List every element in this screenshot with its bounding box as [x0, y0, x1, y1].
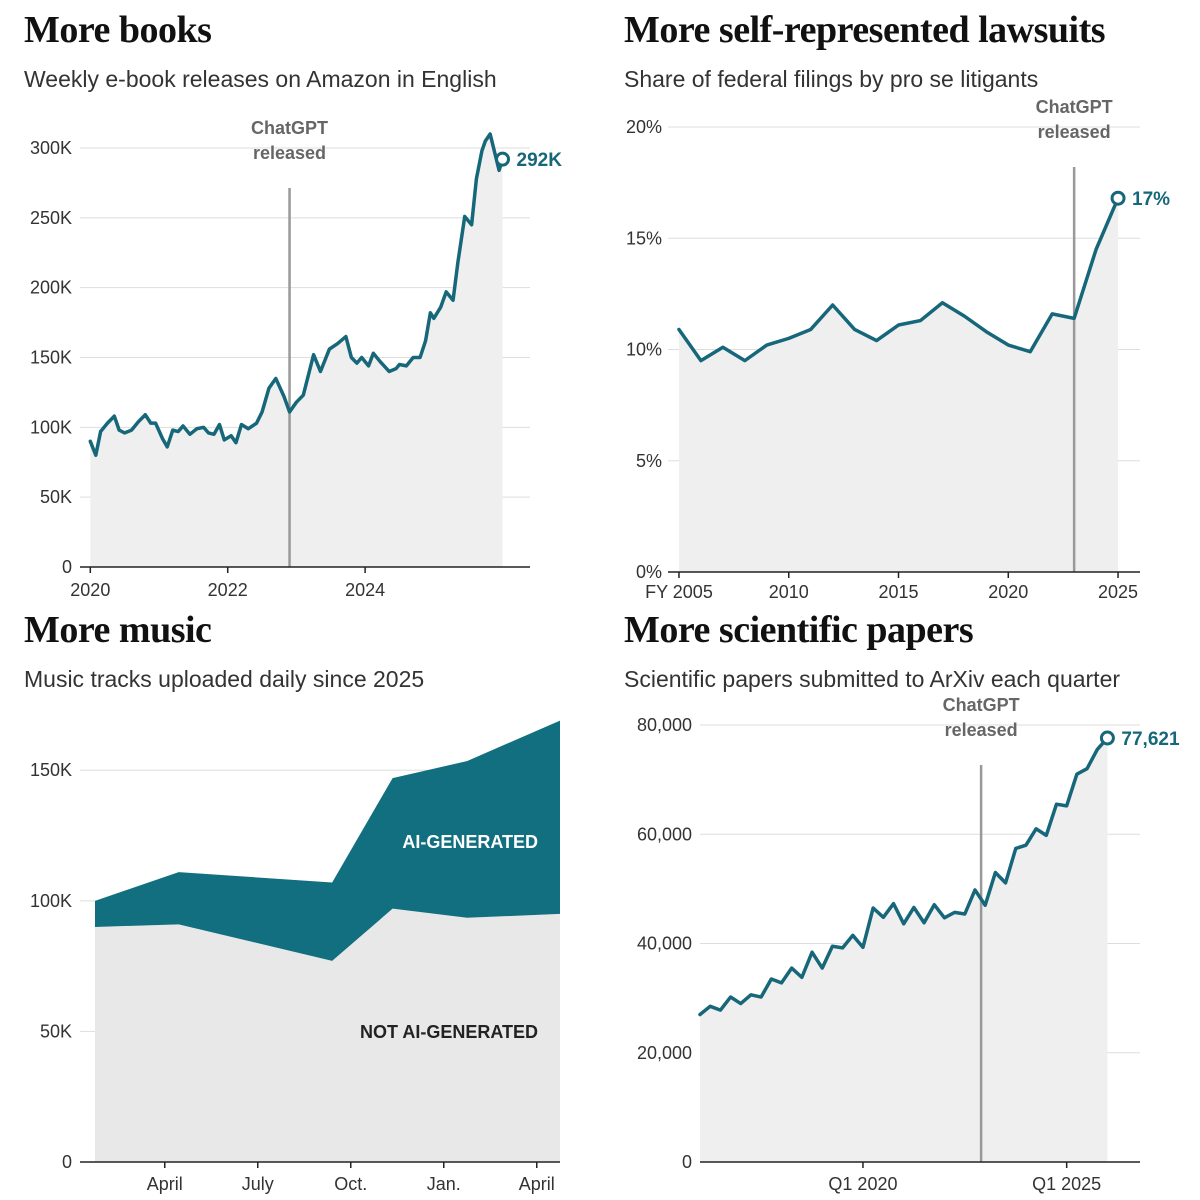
end-value-label: 17% [1132, 189, 1170, 210]
x-tick-label: FY 2005 [645, 582, 713, 600]
end-value-label: 292K [517, 150, 563, 171]
end-point-marker [495, 151, 511, 167]
chatgpt-annotation-text: released [945, 720, 1018, 740]
y-tick-label: 150K [30, 760, 72, 780]
music-title: More music [24, 609, 212, 651]
x-tick-label: 2015 [878, 582, 918, 600]
series-line [677, 196, 1120, 363]
books-panel: More books Weekly e-book releases on Ama… [0, 0, 600, 600]
x-tick-label: 2024 [345, 580, 385, 600]
series-area [678, 198, 1119, 572]
y-tick-label: 300K [30, 138, 72, 158]
x-tick-label: 2020 [70, 580, 110, 600]
x-tick-label: Q1 2025 [1032, 1174, 1101, 1194]
x-tick-label: April [519, 1174, 555, 1194]
chatgpt-annotation-text: ChatGPT [251, 118, 328, 138]
y-tick-label: 20% [626, 117, 662, 137]
end-value-label: 77,621 [1121, 729, 1180, 750]
x-tick-label: Jan. [427, 1174, 461, 1194]
ai-area [95, 720, 560, 961]
music-panel: More music Music tracks uploaded daily s… [0, 600, 600, 1200]
y-tick-label: 20,000 [637, 1043, 692, 1063]
x-tick-label: April [147, 1174, 183, 1194]
x-tick-label: 2010 [769, 582, 809, 600]
y-tick-label: 80,000 [637, 715, 692, 735]
chatgpt-annotation-text: released [1038, 122, 1111, 142]
x-tick-label: July [242, 1174, 274, 1194]
lawsuits-chart: 0% 5% 10% 15% 20% ChatGPT released 17% FY 2005 20… [626, 97, 1170, 600]
y-tick-label: 250K [30, 208, 72, 228]
ai-generated-label: AI-GENERATED [402, 832, 538, 852]
books-subtitle: Weekly e-book releases on Amazon in Engl… [24, 66, 497, 92]
chatgpt-annotation-text: released [253, 143, 326, 163]
chatgpt-annotation-text: ChatGPT [1036, 97, 1113, 117]
y-tick-label: 60,000 [637, 824, 692, 844]
series-area [700, 737, 1108, 1162]
y-tick-label: 150K [30, 348, 72, 368]
x-tick-label: 2025 [1098, 582, 1138, 600]
not-ai-area [95, 908, 560, 1162]
x-tick-label: Oct. [334, 1174, 367, 1194]
y-tick-label: 50K [40, 1021, 72, 1041]
y-tick-label: 100K [30, 891, 72, 911]
y-tick-label: 0 [682, 1152, 692, 1172]
y-tick-label: 100K [30, 417, 72, 437]
y-tick-label: 0% [636, 562, 662, 582]
y-tick-label: 40,000 [637, 934, 692, 954]
x-tick-label: 2022 [208, 580, 248, 600]
x-tick-label: 2020 [988, 582, 1028, 600]
music-chart: 0 50K 100K 150K AI-GENERATED NOT AI-GENERATED… [30, 720, 560, 1194]
books-chart: 0 50K 100K 150K 200K 250K 300K ChatGPT released 2… [30, 118, 563, 600]
y-tick-label: 15% [626, 228, 662, 248]
series-line [698, 736, 1110, 1017]
y-tick-label: 50K [40, 487, 72, 507]
papers-chart: 0 20,000 40,000 60,000 80,000 ChatGPT released… [637, 695, 1180, 1194]
y-tick-label: 0 [62, 557, 72, 577]
y-tick-label: 200K [30, 278, 72, 298]
papers-subtitle: Scientific papers submitted to ArXiv eac… [624, 666, 1121, 692]
x-tick-label: Q1 2020 [828, 1174, 897, 1194]
end-point-marker [1099, 730, 1115, 746]
music-subtitle: Music tracks uploaded daily since 2025 [24, 666, 425, 692]
y-tick-label: 10% [626, 340, 662, 360]
papers-title: More scientific papers [624, 609, 974, 651]
chatgpt-annotation-text: ChatGPT [943, 695, 1020, 715]
lawsuits-subtitle: Share of federal filings by pro se litig… [624, 66, 1039, 92]
y-tick-label: 5% [636, 451, 662, 471]
lawsuits-panel: More self-represented lawsuits Share of … [600, 0, 1200, 600]
not-ai-generated-label: NOT AI-GENERATED [360, 1022, 538, 1042]
series-area [90, 134, 503, 568]
books-title: More books [24, 9, 212, 51]
series-line [88, 132, 505, 458]
end-point-marker [1110, 190, 1126, 206]
y-tick-label: 0 [62, 1152, 72, 1172]
lawsuits-title: More self-represented lawsuits [624, 9, 1106, 51]
papers-panel: More scientific papers Scientific papers… [600, 600, 1200, 1200]
